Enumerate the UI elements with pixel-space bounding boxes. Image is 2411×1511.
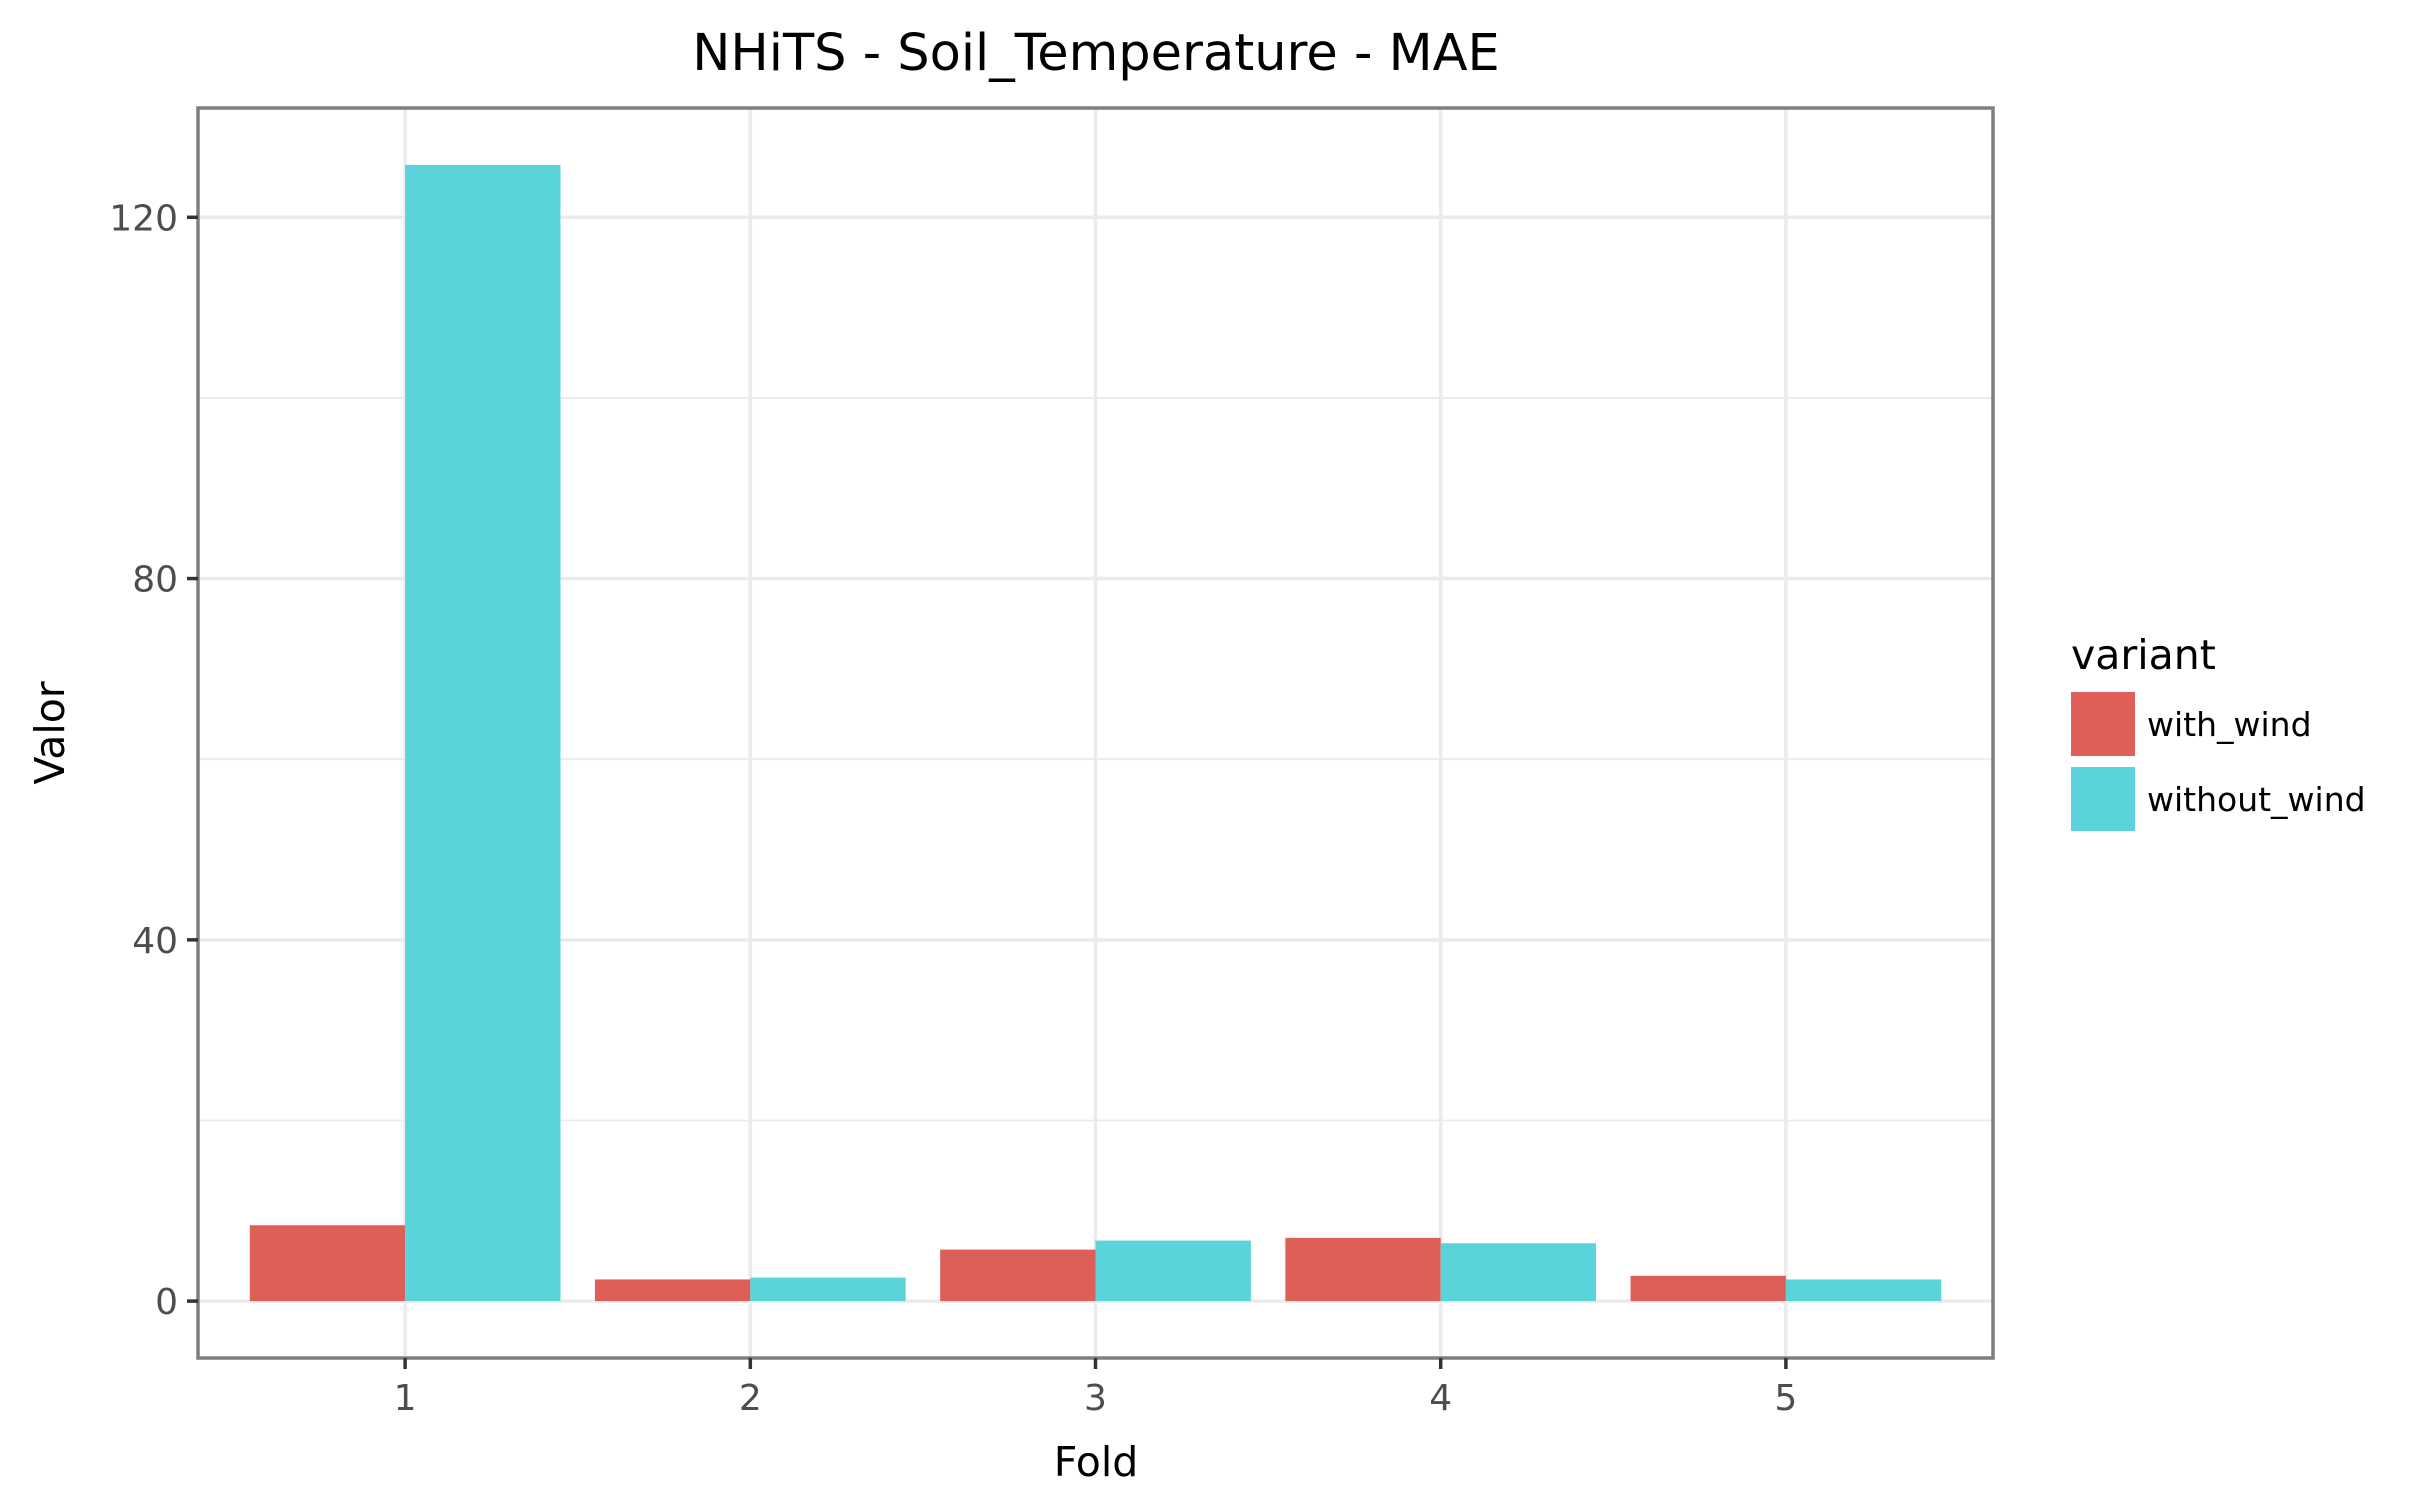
chart-title: NHiTS - Soil_Temperature - MAE [692, 24, 1499, 83]
bar-with_wind-fold-1 [249, 1225, 406, 1302]
x-axis: 1 2 3 4 5 [394, 1358, 1797, 1419]
x-tick-label: 4 [1429, 1378, 1452, 1419]
bar-without_wind-fold-4 [1440, 1243, 1597, 1302]
bar-without_wind-fold-3 [1095, 1240, 1251, 1302]
y-axis-title: Valor [26, 681, 74, 784]
bar-without_wind-fold-1 [405, 164, 561, 1302]
bar-with_wind-fold-2 [594, 1279, 751, 1302]
legend-title: variant [2071, 631, 2216, 679]
bars [249, 164, 1942, 1302]
x-tick-label: 3 [1084, 1378, 1107, 1419]
x-tick-label: 1 [394, 1378, 417, 1419]
legend-label-with_wind: with_wind [2147, 705, 2312, 744]
x-tick-label: 2 [739, 1378, 762, 1419]
legend: variant with_wind without_wind [2071, 631, 2366, 831]
bar-with_wind-fold-5 [1630, 1275, 1786, 1302]
y-tick-label: 80 [132, 560, 178, 601]
y-axis: 0 40 80 120 [109, 198, 198, 1323]
legend-label-without_wind: without_wind [2147, 780, 2366, 819]
x-tick-label: 5 [1774, 1378, 1797, 1419]
legend-key-with_wind [2071, 692, 2135, 756]
legend-key-without_wind [2071, 767, 2135, 831]
bar-with_wind-fold-4 [1285, 1237, 1441, 1302]
bar-with_wind-fold-3 [940, 1249, 1096, 1302]
bar-without_wind-fold-2 [750, 1277, 906, 1302]
y-tick-label: 0 [155, 1282, 178, 1323]
bar-without_wind-fold-5 [1785, 1279, 1942, 1302]
y-tick-label: 120 [109, 198, 178, 239]
y-tick-label: 40 [132, 921, 178, 962]
x-axis-title: Fold [1054, 1438, 1139, 1486]
